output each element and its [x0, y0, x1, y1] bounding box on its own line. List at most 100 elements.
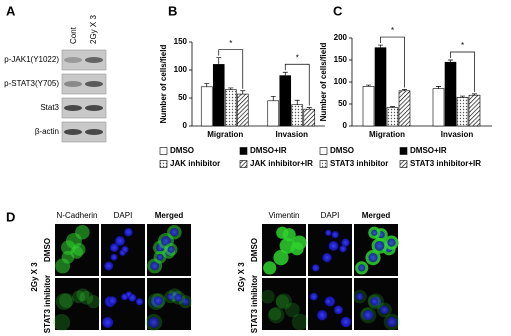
- panel-label: D: [6, 209, 15, 224]
- error-bar: [270, 95, 276, 101]
- nucleus: [324, 297, 332, 306]
- cell-stain: [279, 237, 296, 254]
- legend-label: STAT3 inhibitor+IR: [410, 159, 481, 168]
- bar: [444, 61, 457, 127]
- blot-column-label: Cont: [69, 26, 78, 44]
- blot-band: [85, 129, 103, 135]
- micrograph: [262, 278, 306, 330]
- image-column-label: Merged: [362, 211, 391, 220]
- nucleus: [128, 293, 137, 302]
- bar: [236, 93, 249, 127]
- nucleus: [309, 292, 318, 301]
- y-tick-label: 0: [183, 121, 188, 130]
- panel-label: A: [6, 3, 16, 18]
- error-bar: [390, 106, 395, 108]
- cell-stain: [75, 224, 90, 240]
- annotation: *: [391, 26, 394, 35]
- nucleus: [154, 296, 163, 305]
- bar: [386, 107, 399, 127]
- y-tick-label: 100: [334, 77, 348, 86]
- legend-swatch: [239, 147, 248, 155]
- panel-label: C: [333, 3, 343, 18]
- cell-stain: [263, 261, 277, 275]
- nucleus: [104, 261, 114, 271]
- micrograph: [55, 278, 99, 330]
- x-tick-label: Invasion: [441, 130, 474, 139]
- significance-bracket: [380, 36, 405, 88]
- bar: [212, 64, 225, 127]
- image-row-label: STAT3 inhibitor: [250, 275, 259, 333]
- nucleus: [170, 227, 179, 237]
- blot-band: [64, 105, 82, 111]
- blot-row-label: β-actin: [35, 127, 59, 136]
- legend-label: JAK inhibitor+IR: [250, 159, 313, 168]
- legend-swatch: [319, 147, 328, 155]
- nucleus: [110, 243, 119, 252]
- y-tick-label: 0: [343, 121, 348, 130]
- error-bar: [378, 44, 383, 48]
- cell-stain: [276, 226, 289, 239]
- cell-stain: [79, 290, 94, 305]
- legend-label: JAK inhibitor: [170, 159, 220, 168]
- legend-swatch: [159, 160, 168, 168]
- error-bar: [216, 57, 222, 65]
- nucleus: [156, 253, 164, 261]
- error-bar: [472, 93, 477, 96]
- nucleus: [161, 235, 171, 246]
- nucleus: [115, 235, 125, 246]
- cell-stain: [285, 302, 300, 318]
- legend-label: STAT3 inhibitor: [330, 159, 388, 168]
- y-tick-label: 50: [338, 99, 347, 108]
- cell-stain: [86, 295, 101, 309]
- bar: [267, 100, 280, 127]
- nucleus: [102, 317, 114, 328]
- nucleus: [121, 246, 129, 253]
- nucleus: [124, 227, 133, 237]
- blot-strip: [61, 97, 107, 119]
- nucleus: [312, 264, 320, 272]
- error-bar: [306, 107, 312, 110]
- nucleus: [167, 293, 174, 301]
- nucleus: [174, 293, 183, 302]
- nucleus: [331, 231, 339, 239]
- nucleus: [387, 238, 396, 247]
- bar: [303, 108, 316, 127]
- cell-stain: [72, 290, 85, 304]
- nucleus: [368, 252, 378, 263]
- nucleus: [181, 298, 190, 306]
- cell-stain: [275, 293, 292, 310]
- bar: [398, 90, 411, 127]
- nucleus: [363, 310, 374, 321]
- bar: [362, 86, 375, 127]
- error-bar: [460, 95, 465, 98]
- image-group-label: 2Gy X 3: [237, 262, 246, 292]
- cell-stain: [72, 243, 86, 256]
- error-bar: [448, 59, 453, 63]
- cell-stain: [76, 288, 90, 302]
- blot-column-label: 2Gy X 3: [89, 15, 98, 44]
- legend-label: DMSO+IR: [250, 146, 287, 155]
- nucleus: [370, 297, 378, 306]
- error-bar: [436, 86, 441, 89]
- cell-stain: [292, 235, 307, 250]
- nucleus: [150, 261, 160, 271]
- bar: [279, 75, 292, 127]
- nucleus: [371, 229, 378, 236]
- y-tick-label: 200: [334, 33, 348, 42]
- cell-stain: [61, 250, 75, 264]
- nucleus: [317, 310, 328, 321]
- error-bar: [204, 83, 210, 87]
- bar: [374, 47, 387, 127]
- error-bar: [294, 99, 300, 105]
- cell-stain: [273, 249, 289, 266]
- blot-strip: [61, 73, 107, 95]
- cell-stain: [268, 307, 285, 324]
- cell-stain: [268, 307, 282, 321]
- error-bar: [402, 89, 407, 91]
- nucleus: [380, 305, 389, 315]
- nucleus: [374, 240, 385, 251]
- annotation: *: [296, 53, 299, 62]
- nucleus: [167, 246, 175, 253]
- annotation: *: [229, 39, 232, 48]
